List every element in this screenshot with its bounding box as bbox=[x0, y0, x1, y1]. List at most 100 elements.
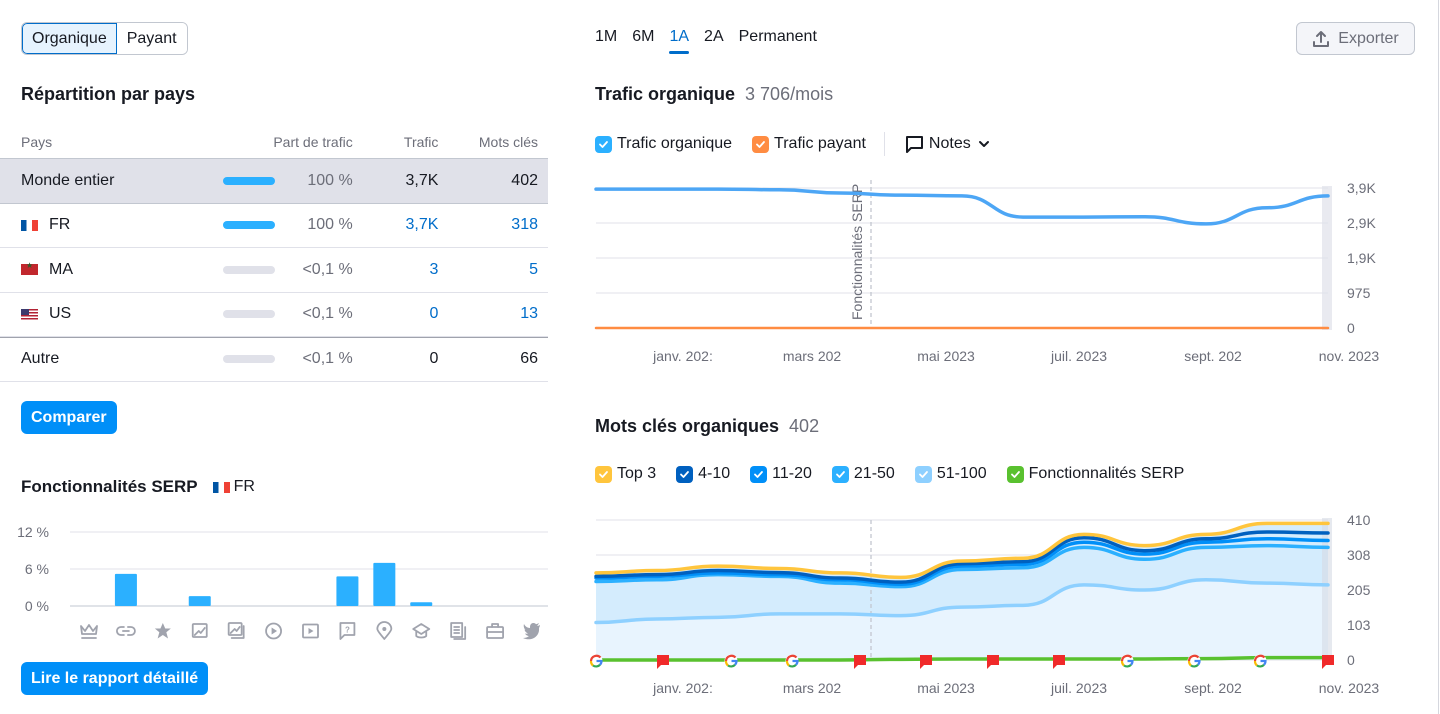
country-name: FR bbox=[49, 216, 71, 234]
note-flag-icon[interactable] bbox=[854, 655, 866, 669]
checkbox-icon bbox=[1006, 465, 1024, 483]
legend-toggle-4-10[interactable]: 4-10 bbox=[676, 465, 730, 483]
series-line-51-100[interactable] bbox=[594, 578, 1330, 625]
google-update-icon[interactable] bbox=[1253, 654, 1267, 668]
google-update-icon[interactable] bbox=[724, 654, 738, 668]
organic-tab[interactable]: Organique bbox=[22, 23, 117, 54]
crown-icon[interactable] bbox=[80, 624, 98, 639]
star-icon[interactable] bbox=[154, 623, 171, 639]
legend-toggle-fonctionnalit-s-serp[interactable]: Fonctionnalités SERP bbox=[1006, 465, 1184, 483]
share-bar bbox=[223, 355, 276, 364]
faq-icon[interactable]: ? bbox=[339, 622, 356, 640]
table-header: Pays Part de trafic Trafic Mots clés bbox=[0, 126, 548, 159]
image-icon[interactable] bbox=[191, 623, 208, 638]
period-tab-6m[interactable]: 6M bbox=[632, 28, 655, 45]
briefcase-icon[interactable] bbox=[486, 623, 504, 639]
hover-band bbox=[1322, 518, 1332, 662]
table-row[interactable]: Monde entier 100 % 3,7K 402 bbox=[0, 159, 548, 204]
traffic-value[interactable]: 0 bbox=[429, 305, 439, 323]
twitter-icon[interactable] bbox=[523, 623, 540, 640]
bar-faq[interactable] bbox=[336, 576, 359, 606]
period-tab-1a[interactable]: 1A bbox=[669, 28, 689, 54]
series-line-4-10[interactable] bbox=[594, 530, 1330, 584]
organic-traffic-title: Trafic organique bbox=[595, 84, 736, 104]
graduation-cap-icon[interactable] bbox=[412, 623, 431, 639]
y-tick-label: 0 bbox=[1347, 652, 1355, 668]
note-flag-icon[interactable] bbox=[1053, 655, 1065, 669]
compare-button[interactable]: Comparer bbox=[21, 401, 117, 434]
table-row[interactable]: MA <0,1 % 3 5 bbox=[0, 248, 548, 293]
organic-traffic-value: 3 706/mois bbox=[745, 84, 834, 104]
share-bar-cell bbox=[223, 355, 283, 364]
country-cell: US bbox=[21, 305, 223, 323]
read-report-button[interactable]: Lire le rapport détaillé bbox=[21, 662, 209, 695]
bar-local-pack[interactable] bbox=[373, 562, 396, 606]
legend-label: Trafic payant bbox=[774, 135, 866, 152]
legend-toggle-paid[interactable]: Trafic payant bbox=[752, 135, 866, 153]
bar-sitelinks[interactable] bbox=[114, 573, 137, 606]
video-icon[interactable] bbox=[265, 622, 282, 640]
note-flag-icon[interactable] bbox=[657, 655, 669, 669]
country-name: MA bbox=[49, 260, 73, 278]
note-flag-icon[interactable] bbox=[1322, 655, 1334, 669]
legend-toggle-51-100[interactable]: 51-100 bbox=[914, 465, 987, 483]
google-update-icon[interactable] bbox=[589, 654, 603, 668]
ma-flag-icon bbox=[21, 261, 38, 276]
column-header-share: Part de trafic bbox=[273, 134, 353, 150]
x-tick-label: janv. 202: bbox=[652, 680, 713, 696]
column-header-keywords: Mots clés bbox=[478, 134, 538, 150]
legend-toggle-organic[interactable]: Trafic organique bbox=[595, 135, 732, 153]
keywords-value: 402 bbox=[511, 171, 538, 189]
legend-toggle-21-50[interactable]: 21-50 bbox=[831, 465, 895, 483]
us-flag-icon bbox=[21, 308, 38, 320]
google-update-icon[interactable] bbox=[1187, 654, 1201, 668]
note-flag-icon[interactable] bbox=[987, 655, 999, 669]
table-row[interactable]: US <0,1 % 0 13 bbox=[0, 293, 548, 337]
series-line-serp-features[interactable] bbox=[596, 655, 1328, 662]
map-pin-icon[interactable] bbox=[376, 621, 393, 640]
export-button[interactable]: Exporter bbox=[1296, 22, 1415, 55]
period-tab-2a[interactable]: 2A bbox=[704, 28, 724, 45]
featured-video-icon[interactable] bbox=[302, 623, 319, 639]
news-icon[interactable] bbox=[450, 622, 467, 640]
country-name: US bbox=[49, 305, 72, 323]
keywords-value[interactable]: 13 bbox=[520, 305, 538, 323]
export-label: Exporter bbox=[1338, 29, 1399, 47]
table-row[interactable]: Autre <0,1 % 0 66 bbox=[0, 337, 548, 382]
keywords-value[interactable]: 5 bbox=[529, 260, 538, 278]
checkbox-icon bbox=[676, 465, 694, 483]
bar-knowledge-panel[interactable] bbox=[410, 602, 433, 606]
series-line-organic[interactable] bbox=[594, 187, 1330, 226]
serp-country[interactable]: FR bbox=[212, 478, 255, 496]
link-icon[interactable] bbox=[116, 626, 136, 636]
series-line-top-3[interactable] bbox=[594, 521, 1330, 580]
legend-toggle-top-3[interactable]: Top 3 bbox=[595, 465, 656, 483]
bar-image[interactable] bbox=[188, 596, 211, 606]
share-value: <0,1 % bbox=[302, 305, 353, 323]
legend-toggle-11-20[interactable]: 11-20 bbox=[750, 465, 812, 483]
x-tick-label: mai 2023 bbox=[917, 348, 975, 364]
y-tick-label: 3,9K bbox=[1347, 180, 1376, 196]
period-tab-1m[interactable]: 1M bbox=[595, 28, 618, 45]
country-distribution-title: Répartition par pays bbox=[21, 84, 196, 104]
serp-features-header: Fonctionnalités SERP FR bbox=[21, 477, 255, 497]
note-flag-icon[interactable] bbox=[920, 655, 932, 669]
share-value: 100 % bbox=[307, 171, 353, 189]
legend-label: Trafic organique bbox=[617, 135, 733, 152]
image-pack-icon[interactable] bbox=[227, 622, 245, 639]
country-table: Pays Part de trafic Trafic Mots clés Mon… bbox=[0, 126, 548, 382]
series-line-11-20[interactable] bbox=[594, 537, 1330, 586]
notes-dropdown[interactable]: Notes bbox=[905, 135, 996, 154]
google-update-icon[interactable] bbox=[1120, 654, 1134, 668]
hover-band bbox=[1322, 186, 1332, 330]
paid-tab[interactable]: Payant bbox=[116, 23, 187, 54]
share-value: <0,1 % bbox=[302, 350, 353, 368]
google-update-icon[interactable] bbox=[785, 654, 799, 668]
period-tab-permanent[interactable]: Permanent bbox=[738, 28, 817, 45]
traffic-value[interactable]: 3 bbox=[429, 260, 439, 278]
traffic-value[interactable]: 3,7K bbox=[405, 216, 439, 234]
keywords-value[interactable]: 318 bbox=[511, 216, 538, 234]
x-tick-label: nov. 2023 bbox=[1319, 680, 1380, 696]
card-border bbox=[1431, 0, 1439, 714]
table-row[interactable]: FR 100 % 3,7K 318 bbox=[0, 204, 548, 248]
